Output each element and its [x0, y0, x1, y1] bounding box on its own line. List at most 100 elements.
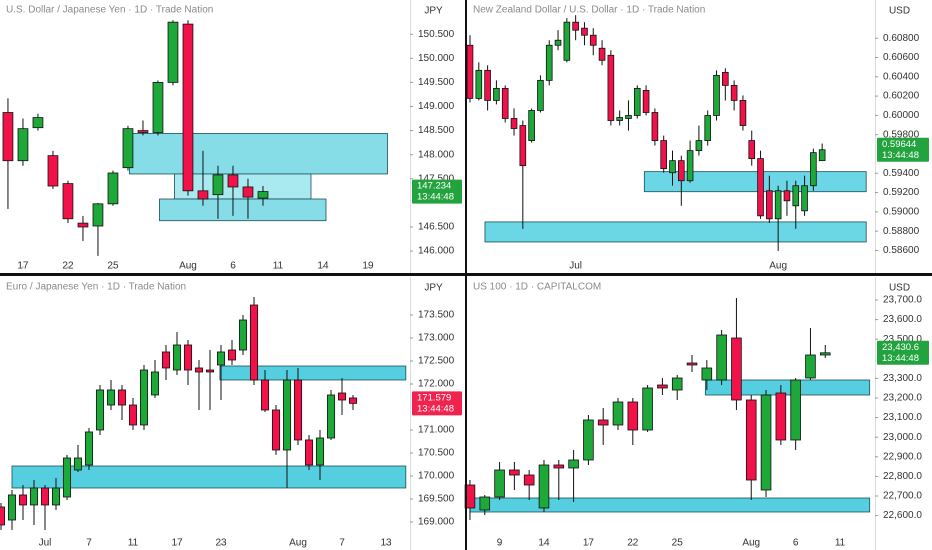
y-tick-label: 0.59200 — [883, 187, 920, 198]
zone — [159, 198, 327, 222]
candle-body — [757, 158, 764, 217]
candle-body — [493, 87, 500, 101]
countdown-label: 13:44:48 — [417, 192, 454, 203]
candle-body — [212, 174, 224, 196]
candle-body — [0, 506, 6, 526]
candle-body — [790, 379, 801, 441]
candle-body — [172, 344, 182, 371]
candle-body — [7, 494, 17, 521]
candle-body — [523, 474, 535, 486]
x-tick-label: 11 — [273, 261, 284, 272]
candle-body — [669, 160, 676, 174]
last-price-label: 147.234 — [417, 181, 451, 192]
last-price-badge — [877, 137, 929, 162]
candle-body — [686, 362, 698, 366]
last-price-badge — [412, 179, 462, 204]
candle-body — [677, 160, 685, 182]
candle-body — [553, 464, 565, 469]
candle-body — [612, 401, 624, 426]
candle-body — [128, 404, 138, 426]
candle-body — [616, 117, 623, 121]
y-tick-label: 146.500 — [418, 222, 455, 233]
x-tick-label: 25 — [107, 261, 119, 272]
candle-body — [572, 21, 579, 31]
candle-body — [704, 115, 712, 141]
y-tick-label: 0.58600 — [883, 245, 920, 256]
y-tick-label: 0.60600 — [883, 52, 920, 63]
candle-body — [713, 74, 720, 116]
x-tick-label: 17 — [171, 538, 183, 549]
y-tick-label: 172.000 — [418, 379, 455, 390]
y-tick-label: 150.000 — [418, 53, 455, 64]
candle-body — [554, 39, 562, 46]
candle-body — [583, 419, 594, 461]
y-tick-label: 0.60800 — [883, 33, 920, 44]
chart-panel: New Zealand Dollar / U.S. Dollar · 1D · … — [466, 0, 932, 273]
candle-body — [589, 34, 597, 46]
candle-body — [161, 351, 171, 369]
y-tick-label: 23,000.0 — [883, 432, 922, 443]
candle-body — [783, 190, 791, 202]
price-axis — [410, 0, 465, 273]
candle-body — [627, 401, 639, 431]
candle-body — [2, 112, 14, 162]
countdown-label: 13:44:48 — [417, 403, 454, 414]
x-tick-label: 7 — [339, 538, 345, 549]
candle-body — [716, 334, 727, 381]
candle-body — [607, 54, 615, 121]
y-tick-label: 146.000 — [418, 246, 455, 257]
x-tick-label: 19 — [362, 261, 374, 272]
x-tick-label: Jul — [569, 261, 582, 272]
candle-body — [739, 100, 747, 126]
x-tick-label: 14 — [317, 261, 329, 272]
candle-body — [95, 389, 105, 431]
candle-body — [167, 21, 179, 83]
candle-body — [625, 115, 632, 119]
candle-body — [581, 27, 588, 36]
y-tick-label: 22,900.0 — [883, 451, 922, 462]
candle-body — [337, 392, 347, 401]
candle-body — [139, 369, 149, 426]
candle-body — [194, 367, 204, 373]
candle-body — [479, 496, 491, 511]
candle-body — [475, 69, 483, 99]
candle-body — [537, 79, 544, 111]
last-price-badge — [877, 340, 929, 365]
chart-panel: Euro / Japanese Yen · 1D · Trade Nation J… — [0, 277, 465, 550]
y-tick-label: 22,800.0 — [883, 471, 922, 482]
x-tick-label: Aug — [742, 538, 760, 549]
candle-body — [117, 389, 127, 406]
candle-body — [197, 190, 209, 200]
candle-body — [760, 394, 772, 491]
candle-body — [137, 130, 149, 133]
candle-body — [731, 337, 742, 401]
candle-body — [722, 71, 729, 86]
candle-body — [766, 190, 773, 220]
chart-panel: U.S. Dollar / Japanese Yen · 1D · Trade … — [2, 0, 465, 273]
x-tick-label: 13 — [380, 538, 392, 549]
zone — [643, 171, 867, 193]
zone — [704, 379, 871, 396]
y-tick-label: 23,200.0 — [883, 393, 922, 404]
candle-body — [150, 371, 160, 396]
candle-body — [293, 379, 303, 441]
candle-body — [819, 352, 831, 356]
candle-body — [47, 155, 59, 187]
candle-body — [271, 409, 281, 451]
candle-body — [73, 457, 83, 471]
last-price-badge — [412, 391, 462, 416]
x-tick-label: 17 — [583, 538, 595, 549]
candle-body — [242, 186, 254, 198]
candle-body — [792, 185, 800, 207]
price-axis — [875, 277, 932, 550]
separator — [465, 0, 467, 550]
currency-label: USD — [889, 6, 910, 17]
chart-title: U.S. Dollar / Japanese Yen · 1D · Trade … — [6, 5, 213, 16]
candle-body — [774, 190, 782, 220]
candle-body — [348, 397, 358, 404]
candle-body — [671, 377, 683, 391]
last-price-label: 0.59644 — [882, 139, 916, 150]
y-tick-label: 172.500 — [418, 356, 455, 367]
x-tick-label: 17 — [17, 261, 29, 272]
